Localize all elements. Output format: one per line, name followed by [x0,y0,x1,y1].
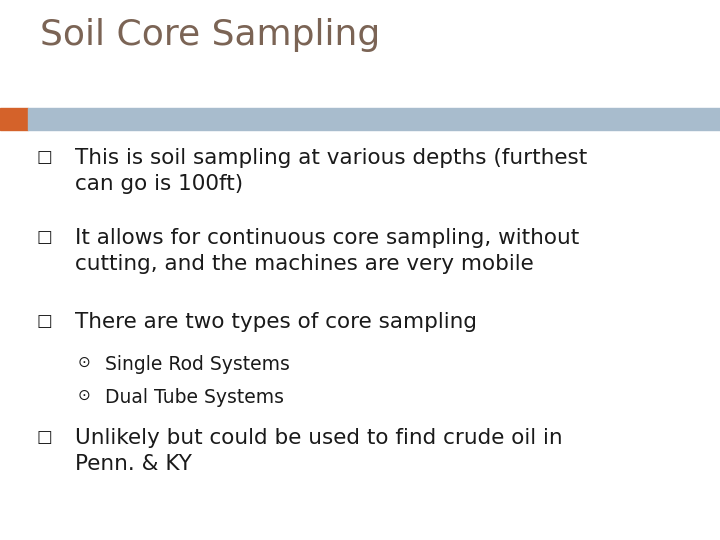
Text: □: □ [36,148,52,166]
Text: Unlikely but could be used to find crude oil in
Penn. & KY: Unlikely but could be used to find crude… [75,428,562,474]
Text: This is soil sampling at various depths (furthest
can go is 100ft): This is soil sampling at various depths … [75,148,588,194]
Text: □: □ [36,228,52,246]
Bar [28,108,720,130]
Text: Single Rod Systems: Single Rod Systems [105,355,290,374]
Text: ⊙: ⊙ [78,355,91,370]
Text: It allows for continuous core sampling, without
cutting, and the machines are ve: It allows for continuous core sampling, … [75,228,580,274]
Bar [0,108,28,130]
Text: ⊙: ⊙ [78,388,91,403]
Text: Soil Core Sampling: Soil Core Sampling [40,18,380,52]
Text: There are two types of core sampling: There are two types of core sampling [75,312,477,332]
Text: □: □ [36,312,52,330]
Text: Dual Tube Systems: Dual Tube Systems [105,388,284,407]
Text: □: □ [36,428,52,446]
